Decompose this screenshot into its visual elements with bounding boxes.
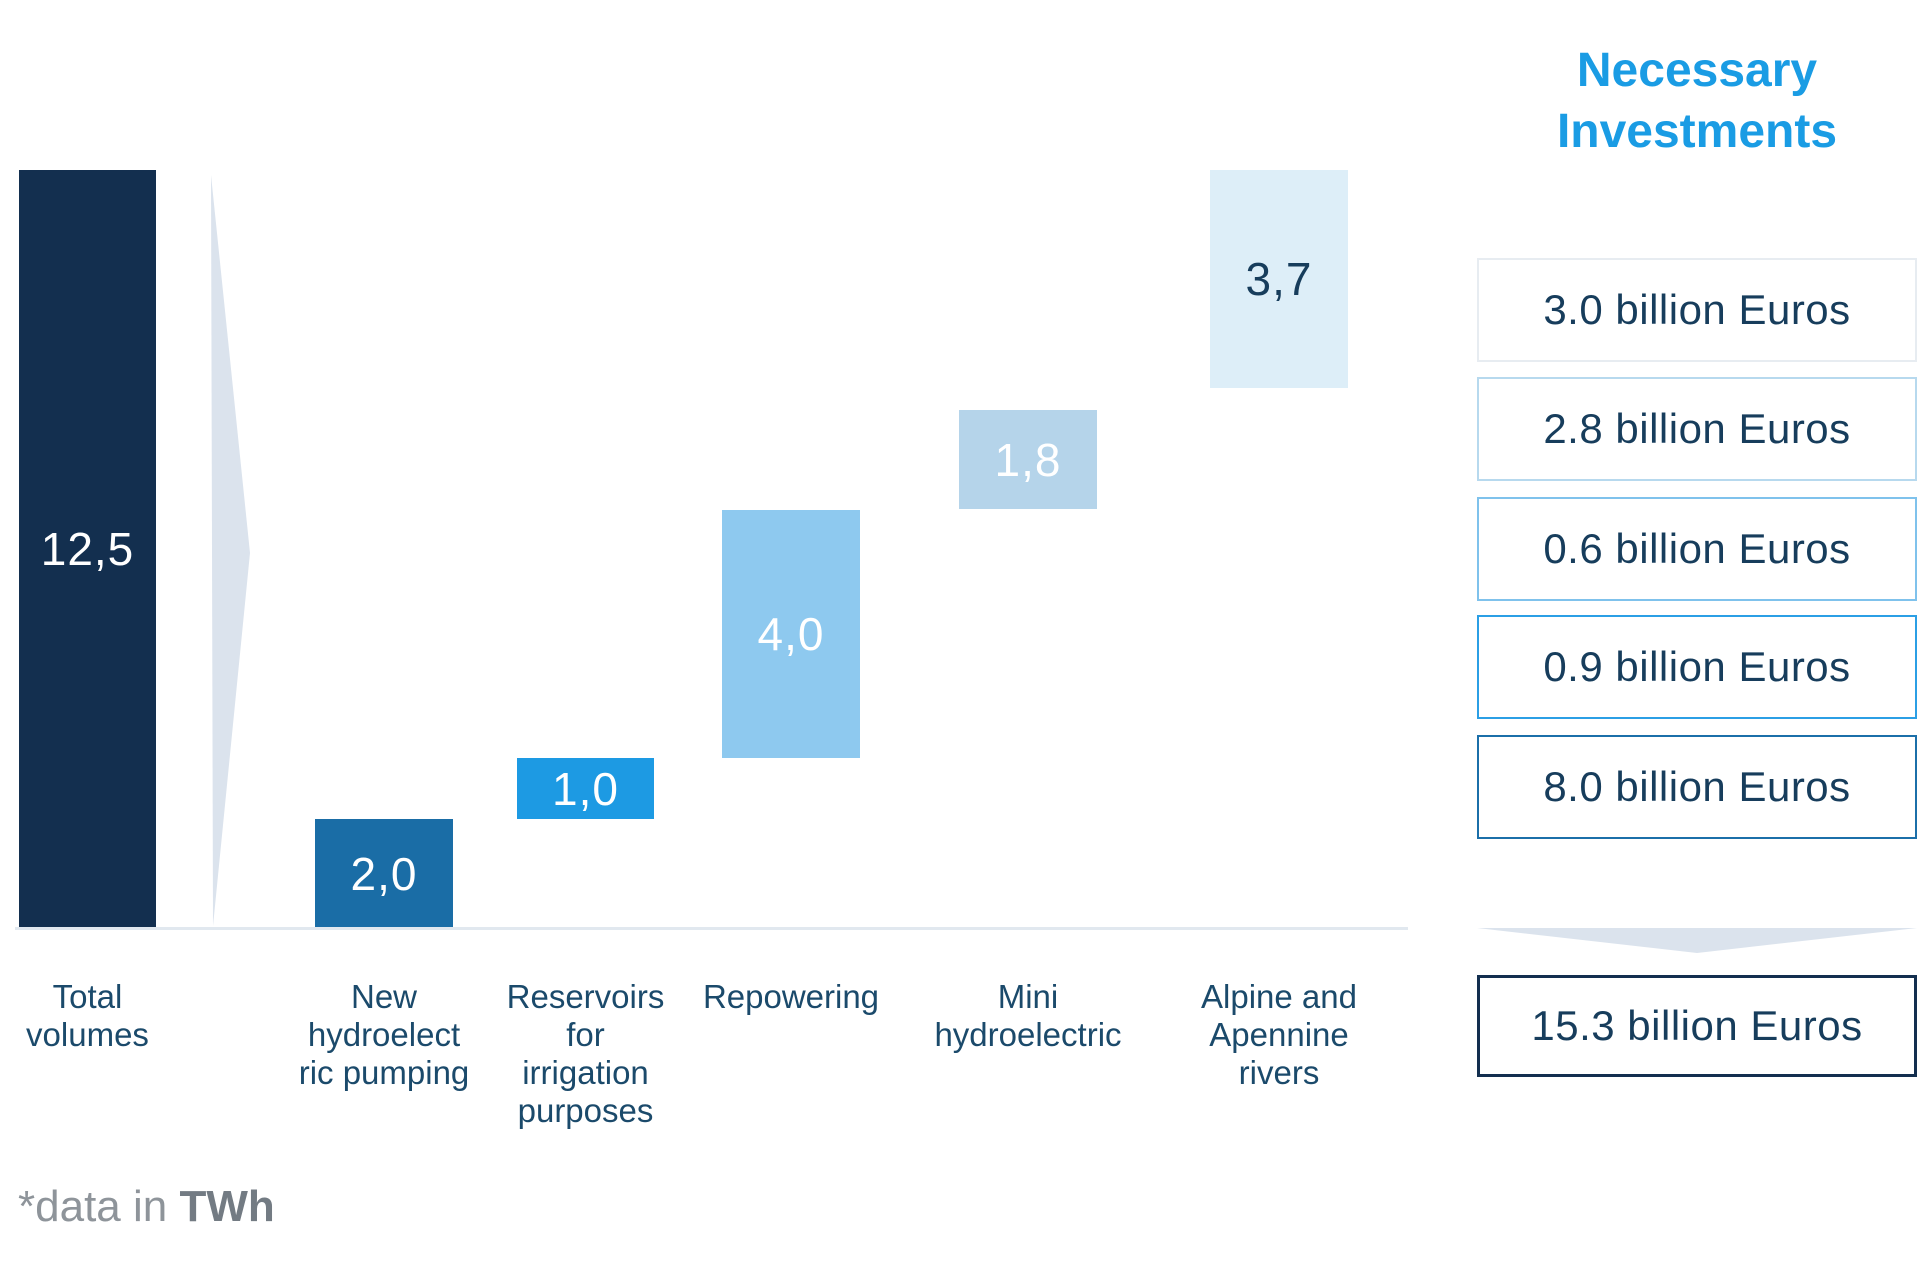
investment-box-2: 0.6 billion Euros [1477,497,1917,601]
bar-value-label: 1,8 [994,433,1062,486]
axis-baseline [15,927,1408,930]
bar-new-hydroelectric-pumping: 2,0 [315,819,453,928]
category-label-line: Apennine [1209,1016,1349,1053]
panel-title-line2: Investments [1556,105,1838,158]
investment-amount: 8.0 billion Euros [1543,763,1851,810]
category-label-total-volumes: Total volumes [0,978,208,1054]
category-label-line: Alpine and [1201,978,1357,1015]
category-label-mini-hydroelectric: Mini hydroelectric [908,978,1148,1054]
footnote: *data in TWh [18,1182,275,1232]
category-label-line: irrigation [522,1054,649,1091]
investment-amount: 2.8 billion Euros [1543,405,1851,452]
investment-amount: 0.6 billion Euros [1543,525,1851,572]
bar-value-label: 1,0 [552,762,619,815]
sum-divider-arrow-icon [1477,928,1917,953]
investment-amount: 0.9 billion Euros [1543,643,1851,690]
category-label-line: Reservoirs [506,978,665,1015]
investment-amount: 3.0 billion Euros [1543,286,1851,333]
category-label-line: volumes [26,1016,149,1053]
bar-total-volumes: 12,5 [19,170,156,928]
bar-reservoirs-irrigation: 1,0 [517,758,654,819]
category-label-reservoirs-irrigation: Reservoirs for irrigation purposes [466,978,706,1130]
category-label-new-hydroelectric-pumping: New hydroelect ric pumping [264,978,504,1092]
bar-mini-hydroelectric: 1,8 [959,410,1097,509]
category-label-line: rivers [1238,1054,1320,1091]
category-label-line: Mini [997,978,1059,1015]
footnote-unit: TWh [179,1182,275,1231]
category-label-line: Repowering [702,978,880,1015]
investment-box-1: 2.8 billion Euros [1477,377,1917,481]
investment-box-3: 0.9 billion Euros [1477,615,1917,719]
flow-arrow-icon [211,175,250,926]
category-label-line: hydroelect [307,1016,461,1053]
investment-box-4: 8.0 billion Euros [1477,735,1917,839]
bar-value-label: 4,0 [757,608,825,660]
category-label-line: purposes [517,1092,654,1129]
investment-total-amount: 15.3 billion Euros [1531,1002,1863,1049]
category-label-line: for [566,1016,605,1053]
investment-box-0: 3.0 billion Euros [1477,258,1917,362]
footnote-prefix: *data in [18,1182,180,1231]
panel-title: Necessary Investments [1477,40,1917,162]
category-label-line: hydroelectric [934,1016,1122,1053]
investment-total-box: 15.3 billion Euros [1477,975,1917,1077]
bar-value-label: 12,5 [40,523,135,575]
category-label-alpine-apennine-rivers: Alpine and Apennine rivers [1159,978,1399,1092]
bar-repowering: 4,0 [722,510,860,758]
bar-value-label: 2,0 [350,847,418,900]
category-label-line: Total [52,978,123,1015]
category-label-line: ric pumping [298,1054,470,1091]
bar-value-label: 3,7 [1245,253,1313,305]
category-label-line: New [350,978,418,1015]
panel-title-line1: Necessary [1576,44,1818,97]
category-label-repowering: Repowering [671,978,911,1016]
bar-alpine-apennine-rivers: 3,7 [1210,170,1348,388]
